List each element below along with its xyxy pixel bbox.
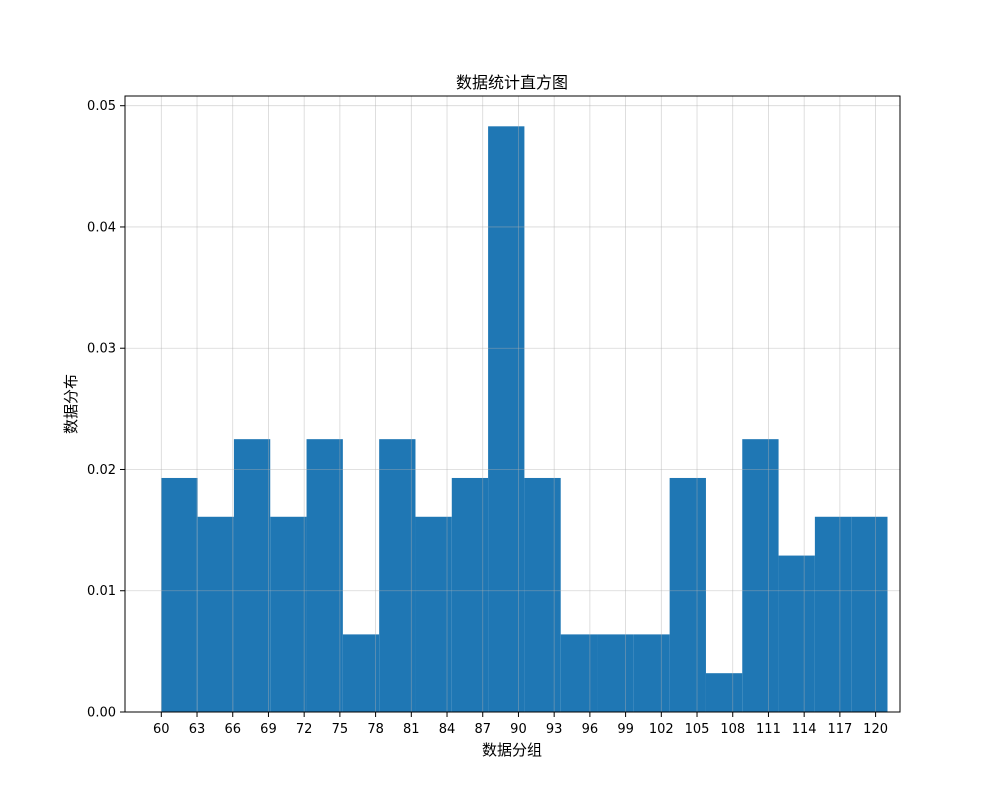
histogram-bar [633,634,670,712]
y-tick-label: 0.02 [87,463,116,478]
x-tick-label: 102 [649,722,674,737]
x-axis-label: 数据分组 [482,741,542,759]
y-tick-label: 0.03 [87,342,116,357]
histogram-bar [415,516,452,712]
histogram-bar [233,439,271,712]
chart-title: 数据统计直方图 [456,73,568,92]
plot-frame [124,95,901,713]
histogram-bar [560,634,598,712]
histogram-bar [197,516,234,712]
x-tick-label: 69 [260,722,277,737]
x-tick-label: 78 [367,722,384,737]
x-tick-label: 99 [617,722,634,737]
x-axis-ticks: 60 63 66 69 72 75 78 81 84 87 90 93 96 99 102 105 108 111… [153,712,888,737]
y-axis-label: 数据分布 [62,374,80,434]
histogram-bar [451,477,489,712]
y-tick-label: 0.00 [87,706,116,721]
histogram-bar [306,439,343,712]
histogram-bar [488,126,525,713]
x-tick-label: 75 [332,722,349,737]
histogram-bars [161,126,888,713]
histogram-bar [342,634,380,712]
histogram-bar [524,477,561,712]
y-axis-ticks: 0.00 0.01 0.02 0.03 0.04 0.05 [87,99,125,721]
x-tick-label: 81 [403,722,420,737]
x-tick-label: 90 [510,722,527,737]
histogram-bar [270,516,307,712]
histogram-bar [161,477,198,712]
x-tick-label: 66 [224,722,241,737]
histogram-bar [814,516,852,712]
x-tick-label: 60 [153,722,170,737]
x-tick-label: 120 [863,722,888,737]
x-tick-label: 108 [720,722,745,737]
x-tick-label: 96 [582,722,599,737]
x-tick-label: 114 [792,722,817,737]
y-tick-label: 0.04 [87,220,116,235]
histogram-bar [705,673,743,712]
histogram-bar [669,477,706,712]
y-tick-label: 0.01 [87,584,116,599]
x-tick-label: 117 [827,722,852,737]
x-tick-label: 87 [474,722,491,737]
histogram-bar [778,555,815,712]
x-tick-label: 72 [296,722,313,737]
x-tick-label: 63 [189,722,206,737]
histogram-bar [597,634,634,712]
x-tick-label: 105 [685,722,710,737]
histogram-bar [379,439,416,712]
y-tick-label: 0.05 [87,99,116,114]
x-tick-label: 84 [439,722,456,737]
x-tick-label: 93 [546,722,563,737]
histogram-bar [742,439,779,712]
histogram-bar [851,516,888,712]
x-tick-label: 111 [756,722,781,737]
